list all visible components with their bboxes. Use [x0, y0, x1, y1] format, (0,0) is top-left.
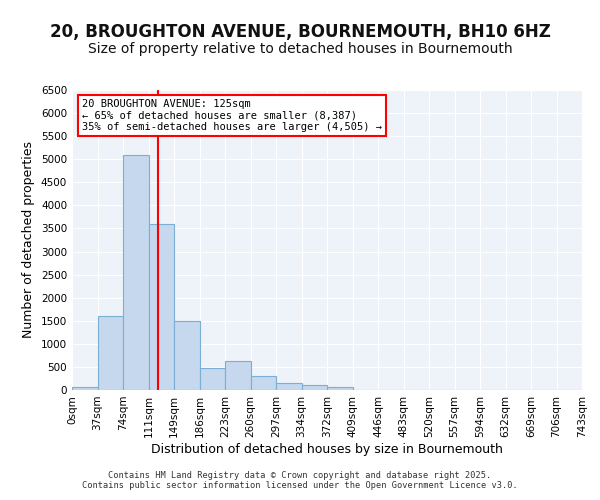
- Text: 20 BROUGHTON AVENUE: 125sqm
← 65% of detached houses are smaller (8,387)
35% of : 20 BROUGHTON AVENUE: 125sqm ← 65% of det…: [82, 99, 382, 132]
- Bar: [123, 154, 149, 390]
- Bar: [225, 361, 251, 390]
- Y-axis label: Number of detached properties: Number of detached properties: [22, 142, 35, 338]
- Text: Size of property relative to detached houses in Bournemouth: Size of property relative to detached ho…: [88, 42, 512, 56]
- Bar: [327, 388, 353, 390]
- Bar: [251, 376, 276, 390]
- Bar: [72, 387, 97, 390]
- Bar: [199, 368, 225, 390]
- Text: 20, BROUGHTON AVENUE, BOURNEMOUTH, BH10 6HZ: 20, BROUGHTON AVENUE, BOURNEMOUTH, BH10 …: [50, 22, 550, 40]
- Bar: [302, 386, 327, 390]
- Bar: [149, 224, 174, 390]
- Bar: [174, 321, 199, 390]
- Bar: [97, 316, 123, 390]
- X-axis label: Distribution of detached houses by size in Bournemouth: Distribution of detached houses by size …: [151, 442, 503, 456]
- Bar: [276, 383, 302, 390]
- Text: Contains HM Land Registry data © Crown copyright and database right 2025.
Contai: Contains HM Land Registry data © Crown c…: [82, 470, 518, 490]
